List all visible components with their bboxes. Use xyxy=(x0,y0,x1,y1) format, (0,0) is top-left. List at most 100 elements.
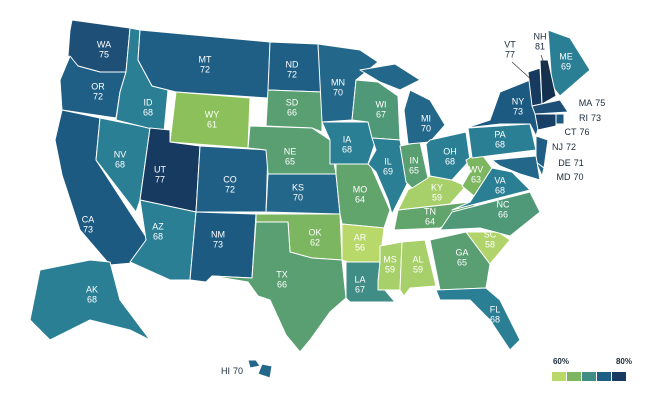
state-abbr: HI xyxy=(221,366,230,376)
state-value: 65 xyxy=(457,257,467,267)
state-shape xyxy=(531,99,569,115)
state-value: 68 xyxy=(445,156,455,166)
state-abbr: OR xyxy=(91,81,105,91)
state-labels: WA75OR72CA73NV68ID68MT72WY61UT77AZ68CO72… xyxy=(82,31,606,376)
state-abbr: VT xyxy=(504,39,516,49)
state-value: 77 xyxy=(505,49,515,59)
state-value: 70 xyxy=(421,123,431,133)
state-value: 64 xyxy=(425,216,435,226)
state-abbr: ME xyxy=(559,51,573,61)
state-abbr: FL xyxy=(490,304,501,314)
state-shape xyxy=(29,259,151,341)
state-shape xyxy=(359,63,421,91)
state-value: 73 xyxy=(513,106,523,116)
state-value: 68 xyxy=(342,144,352,154)
state-value: 68 xyxy=(143,107,153,117)
state-value: 68 xyxy=(87,294,97,304)
state-label: CT 76 xyxy=(564,127,589,137)
state-shape xyxy=(425,131,471,181)
state-value: 68 xyxy=(490,314,500,324)
state-abbr: TN xyxy=(424,206,436,216)
leader-line xyxy=(511,61,535,83)
legend-swatch xyxy=(612,372,626,381)
state-shape xyxy=(435,287,521,351)
state-abbr: KY xyxy=(431,182,443,192)
state-abbr: MD xyxy=(556,172,570,182)
state-abbr: DE xyxy=(558,158,571,168)
state-value: 59 xyxy=(432,192,442,202)
state-abbr: MA xyxy=(579,98,593,108)
state-abbr: NE xyxy=(284,146,297,156)
state-value: 70 xyxy=(573,172,583,182)
state-abbr: IN xyxy=(410,155,419,165)
state-label: RI 73 xyxy=(579,113,601,123)
state-abbr: WA xyxy=(97,39,111,49)
state-value: 70 xyxy=(333,87,343,97)
state-value: 75 xyxy=(99,49,109,59)
state-abbr: NJ xyxy=(552,142,563,152)
legend-swatch xyxy=(582,372,596,381)
state-value: 63 xyxy=(471,174,481,184)
state-value: 73 xyxy=(83,224,93,234)
state-shape xyxy=(429,231,491,291)
state-value: 68 xyxy=(495,185,505,195)
state-abbr: PA xyxy=(494,129,505,139)
state-abbr: UT xyxy=(154,164,166,174)
state-label: NJ 72 xyxy=(552,142,576,152)
state-value: 70 xyxy=(293,192,303,202)
state-value: 72 xyxy=(287,69,297,79)
state-value: 72 xyxy=(566,142,576,152)
state-abbr: NV xyxy=(114,149,127,159)
state-abbr: SD xyxy=(286,97,299,107)
state-abbr: TX xyxy=(276,269,288,279)
state-value: 56 xyxy=(355,242,365,252)
leader-line xyxy=(540,54,549,75)
state-value: 65 xyxy=(409,165,419,175)
state-abbr: ID xyxy=(144,97,154,107)
state-value: 68 xyxy=(495,139,505,149)
state-abbr: AR xyxy=(354,232,367,242)
state-value: 65 xyxy=(285,156,295,166)
state-shape xyxy=(399,239,437,297)
state-abbr: ND xyxy=(286,59,299,69)
state-abbr: MN xyxy=(331,77,345,87)
state-label: MD 70 xyxy=(556,172,583,182)
state-shape xyxy=(451,167,531,211)
state-value: 66 xyxy=(277,279,287,289)
state-value: 61 xyxy=(207,119,217,129)
state-shape xyxy=(439,191,541,237)
state-label: DE 71 xyxy=(558,158,584,168)
state-value: 69 xyxy=(383,166,393,176)
legend-swatch xyxy=(597,372,611,381)
state-abbr: OH xyxy=(443,146,457,156)
state-abbr: MO xyxy=(353,184,368,194)
state-value: 59 xyxy=(413,264,423,274)
state-value: 66 xyxy=(287,107,297,117)
state-value: 72 xyxy=(200,64,210,74)
legend-label: 60% xyxy=(553,357,569,366)
legend-swatch xyxy=(567,372,581,381)
state-value: 75 xyxy=(595,98,605,108)
state-value: 68 xyxy=(153,231,163,241)
state-value: 62 xyxy=(310,237,320,247)
state-value: 76 xyxy=(579,127,589,137)
state-value: 73 xyxy=(213,239,223,249)
state-abbr: AK xyxy=(86,284,98,294)
state-abbr: IA xyxy=(343,134,352,144)
state-abbr: CA xyxy=(82,214,95,224)
state-shape xyxy=(539,59,557,105)
state-abbr: VA xyxy=(494,175,505,185)
state-value: 72 xyxy=(225,184,235,194)
state-abbr: MI xyxy=(421,113,431,123)
state-abbr: IL xyxy=(384,156,392,166)
state-abbr: NC xyxy=(497,199,510,209)
state-abbr: CT xyxy=(564,127,576,137)
state-value: 64 xyxy=(355,194,365,204)
state-shape xyxy=(465,231,511,265)
state-value: 81 xyxy=(535,41,545,51)
state-shape xyxy=(257,363,273,379)
state-abbr: MT xyxy=(199,54,212,64)
state-abbr: GA xyxy=(455,247,468,257)
state-abbr: NH xyxy=(534,31,547,41)
state-abbr: WV xyxy=(469,164,484,174)
